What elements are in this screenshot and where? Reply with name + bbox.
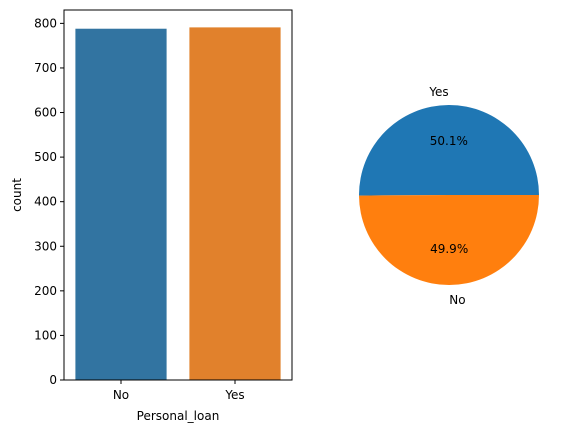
pie-pct-no: 49.9% bbox=[430, 242, 468, 256]
pie-pct-yes: 50.1% bbox=[430, 134, 468, 148]
y-axis: 0 100 200 300 400 500 600 700 800 bbox=[34, 16, 64, 387]
bar-group bbox=[75, 27, 281, 381]
y-tick-label: 200 bbox=[34, 284, 57, 298]
bar-chart: 0 100 200 300 400 500 600 700 800 No Yes count Pe… bbox=[10, 9, 293, 423]
pie-slice-no bbox=[359, 195, 539, 286]
y-tick-label: 700 bbox=[34, 61, 57, 75]
bar-no bbox=[75, 28, 167, 380]
x-axis: No Yes bbox=[113, 380, 245, 402]
pie-label-no: No bbox=[449, 293, 465, 307]
y-tick-label: 100 bbox=[34, 328, 57, 342]
plot-frame bbox=[63, 9, 293, 381]
y-tick-label: 800 bbox=[34, 16, 57, 30]
pie-label-yes: Yes bbox=[428, 85, 448, 99]
y-tick-label: 300 bbox=[34, 239, 57, 253]
pie-slice-yes bbox=[359, 105, 539, 196]
pie-chart: Yes 50.1% No 49.9% bbox=[359, 85, 539, 307]
y-axis-label: count bbox=[10, 178, 24, 212]
y-tick-label: 600 bbox=[34, 106, 57, 120]
x-axis-label: Personal_loan bbox=[137, 409, 220, 423]
y-tick-label: 500 bbox=[34, 150, 57, 164]
y-tick-label: 0 bbox=[49, 373, 57, 387]
y-tick-label: 400 bbox=[34, 195, 57, 209]
x-tick-label: No bbox=[113, 388, 129, 402]
bar-yes bbox=[189, 27, 281, 381]
x-tick-label: Yes bbox=[224, 388, 244, 402]
